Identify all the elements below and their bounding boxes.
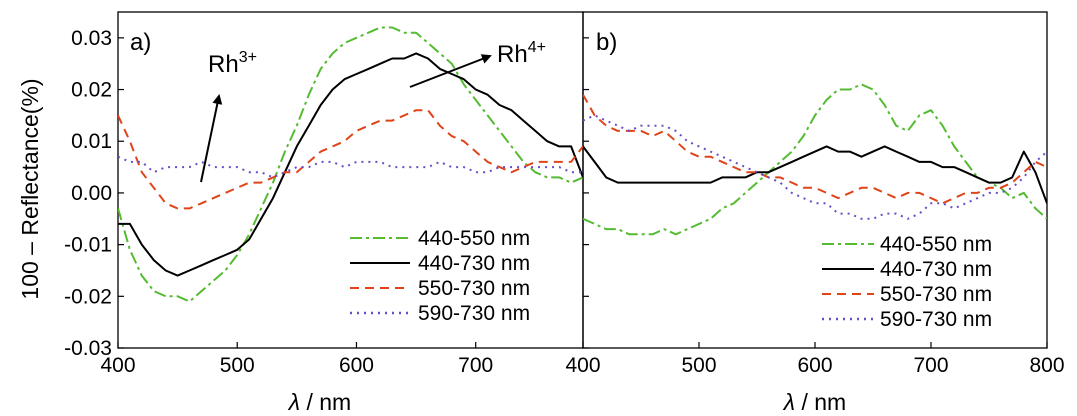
x-axis-title-a: λ / nm xyxy=(287,389,351,415)
legend-label-b-3: 590-730 nm xyxy=(880,308,992,331)
legend-label-a-2: 550-730 nm xyxy=(418,277,530,300)
panel-b-plot xyxy=(583,83,1047,236)
y-tick-label-3: 0.00 xyxy=(71,182,112,205)
y-tick-label-6: 0.03 xyxy=(71,27,112,50)
series-a-590-730-nm xyxy=(118,155,583,179)
rh4-annotation: Rh4+ xyxy=(497,39,546,68)
y-tick-label-4: 0.01 xyxy=(71,130,112,153)
x-tick-label-b-500: 500 xyxy=(681,354,716,377)
rh4-arrow xyxy=(409,54,492,88)
panel-a-axes: 400 500 600 700 -0.03 -0.02 -0.01 0.00 0.01 0.02 0… xyxy=(64,27,493,377)
series-a-440-550-nm xyxy=(118,26,583,303)
panel-b-label: b) xyxy=(596,29,617,56)
series-b-590-730-nm xyxy=(583,114,1047,220)
y-tick-label-2: -0.01 xyxy=(64,234,112,257)
x-tick-label-a-600: 600 xyxy=(339,354,374,377)
x-axis-title-b: λ / nm xyxy=(782,389,846,415)
rh3-arrow xyxy=(200,94,223,183)
legend-label-b-0: 440-550 nm xyxy=(880,233,992,256)
legend-label-b-1: 440-730 nm xyxy=(880,258,992,281)
series-a-550-730-nm xyxy=(118,109,583,210)
x-tick-label-b-800: 800 xyxy=(1029,354,1064,377)
x-tick-label-b-700: 700 xyxy=(913,354,948,377)
series-b-440-550-nm xyxy=(583,83,1047,236)
x-tick-label-a-500: 500 xyxy=(220,354,255,377)
series-b-550-730-nm xyxy=(583,94,1047,205)
x-tick-label-b-400: 400 xyxy=(565,354,600,377)
panel-a-plot xyxy=(118,26,583,303)
legend-label-b-2: 550-730 nm xyxy=(880,283,992,306)
legend-label-a-0: 440-550 nm xyxy=(418,227,530,250)
x-tick-label-b-600: 600 xyxy=(797,354,832,377)
series-b-440-730-nm xyxy=(583,145,1047,204)
x-tick-label-a-400: 400 xyxy=(100,354,135,377)
y-tick-label-5: 0.02 xyxy=(71,79,112,102)
legend-label-a-1: 440-730 nm xyxy=(418,252,530,275)
rh3-annotation: Rh3+ xyxy=(208,49,257,78)
panel-b-axes: 400 500 600 700 800 xyxy=(565,37,1065,377)
panel-a-label: a) xyxy=(130,29,151,56)
x-tick-label-a-700: 700 xyxy=(458,354,493,377)
series-a-440-730-nm xyxy=(118,52,583,277)
y-tick-label-1: -0.02 xyxy=(64,285,112,308)
legend-label-a-3: 590-730 nm xyxy=(418,302,530,325)
y-axis-title: 100 – Reflectance(%) xyxy=(17,78,43,299)
y-tick-label-0: -0.03 xyxy=(64,337,112,360)
